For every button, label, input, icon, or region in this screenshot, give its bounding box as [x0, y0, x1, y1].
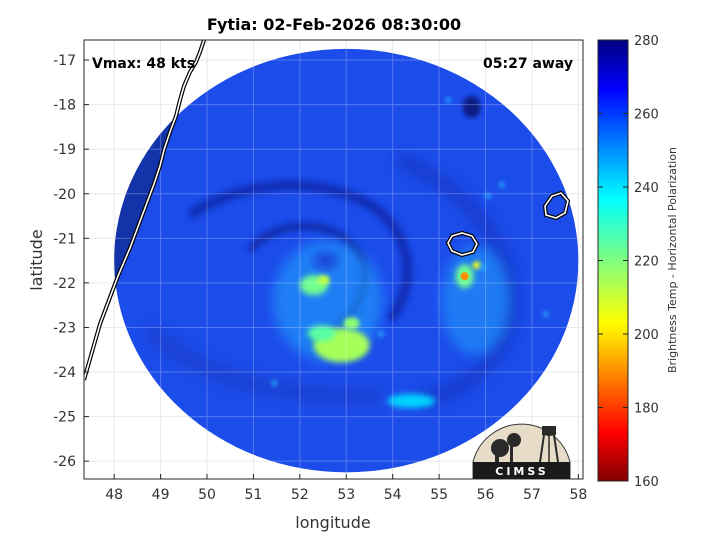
- colorbar-tick-6: 160: [634, 475, 659, 490]
- y-axis-label: latitude: [27, 229, 46, 290]
- x-tick-label-6: 54: [384, 487, 402, 503]
- x-tick-label-9: 57: [523, 487, 541, 503]
- y-tick-label-5: -22: [53, 276, 76, 292]
- colorbar-tick-3: 220: [634, 255, 659, 270]
- coastline-mauritius: [542, 190, 571, 221]
- plot-frame: [83, 39, 584, 480]
- colorbar-tick-5: 180: [634, 402, 659, 417]
- x-tick-label-5: 53: [337, 487, 355, 503]
- logo-dish-icon: [491, 439, 509, 457]
- colorbar-tick-4: 200: [634, 328, 659, 343]
- colorbar-ticks: 280 260 240 220 200 180 160: [598, 34, 659, 490]
- y-tick-label-2: -19: [53, 142, 76, 158]
- y-tick-label-3: -20: [53, 187, 76, 203]
- x-tick-label-1: 49: [152, 487, 170, 503]
- x-tick-label-10: 58: [569, 487, 587, 503]
- time-away-annotation: 05:27 away: [483, 56, 573, 72]
- coastline-reunion: [445, 230, 480, 258]
- y-tick-label-1: -18: [53, 98, 76, 114]
- y-tick-label-8: -25: [53, 410, 76, 426]
- feature-southern-rainband: [387, 394, 436, 409]
- y-tick-label-0: -17: [53, 53, 76, 69]
- feature-eastern-hotspot: [460, 272, 469, 281]
- y-tick-label-7: -24: [53, 365, 76, 381]
- y-tick-label-4: -21: [53, 231, 76, 247]
- x-tick-label-2: 50: [198, 487, 216, 503]
- chart-title: Fytia: 02-Feb-2026 08:30:00: [207, 15, 461, 34]
- colorbar: 280 260 240 220 200 180 160 Brightness Temp - …: [597, 34, 679, 490]
- x-tick-label-0: 48: [105, 487, 123, 503]
- colorbar-label: Brightness Temp - Horizontal Polarizatio…: [666, 147, 679, 373]
- coastline-madagascar: [84, 40, 206, 381]
- colorbar-tick-0: 280: [634, 34, 659, 49]
- logo-text: CIMSS: [495, 465, 548, 478]
- x-axis-ticks: 48 49 50 51 52 53 54 55 56 57 58: [105, 474, 587, 503]
- x-tick-label-7: 55: [430, 487, 448, 503]
- grid-overlay: [84, 40, 583, 479]
- x-tick-label-8: 56: [477, 487, 495, 503]
- y-tick-label-6: -23: [53, 320, 76, 336]
- x-tick-label-3: 51: [245, 487, 263, 503]
- colorbar-tick-2: 240: [634, 181, 659, 196]
- y-tick-label-9: -26: [53, 454, 76, 470]
- x-axis-label: longitude: [295, 513, 370, 532]
- y-axis-ticks: -17 -18 -19 -20 -21 -22 -23 -24 -25 -26: [53, 53, 89, 470]
- x-tick-label-4: 52: [291, 487, 309, 503]
- colorbar-tick-1: 260: [634, 108, 659, 123]
- cimss-logo: CIMSS: [472, 423, 571, 480]
- vmax-annotation: Vmax: 48 kts: [92, 56, 195, 72]
